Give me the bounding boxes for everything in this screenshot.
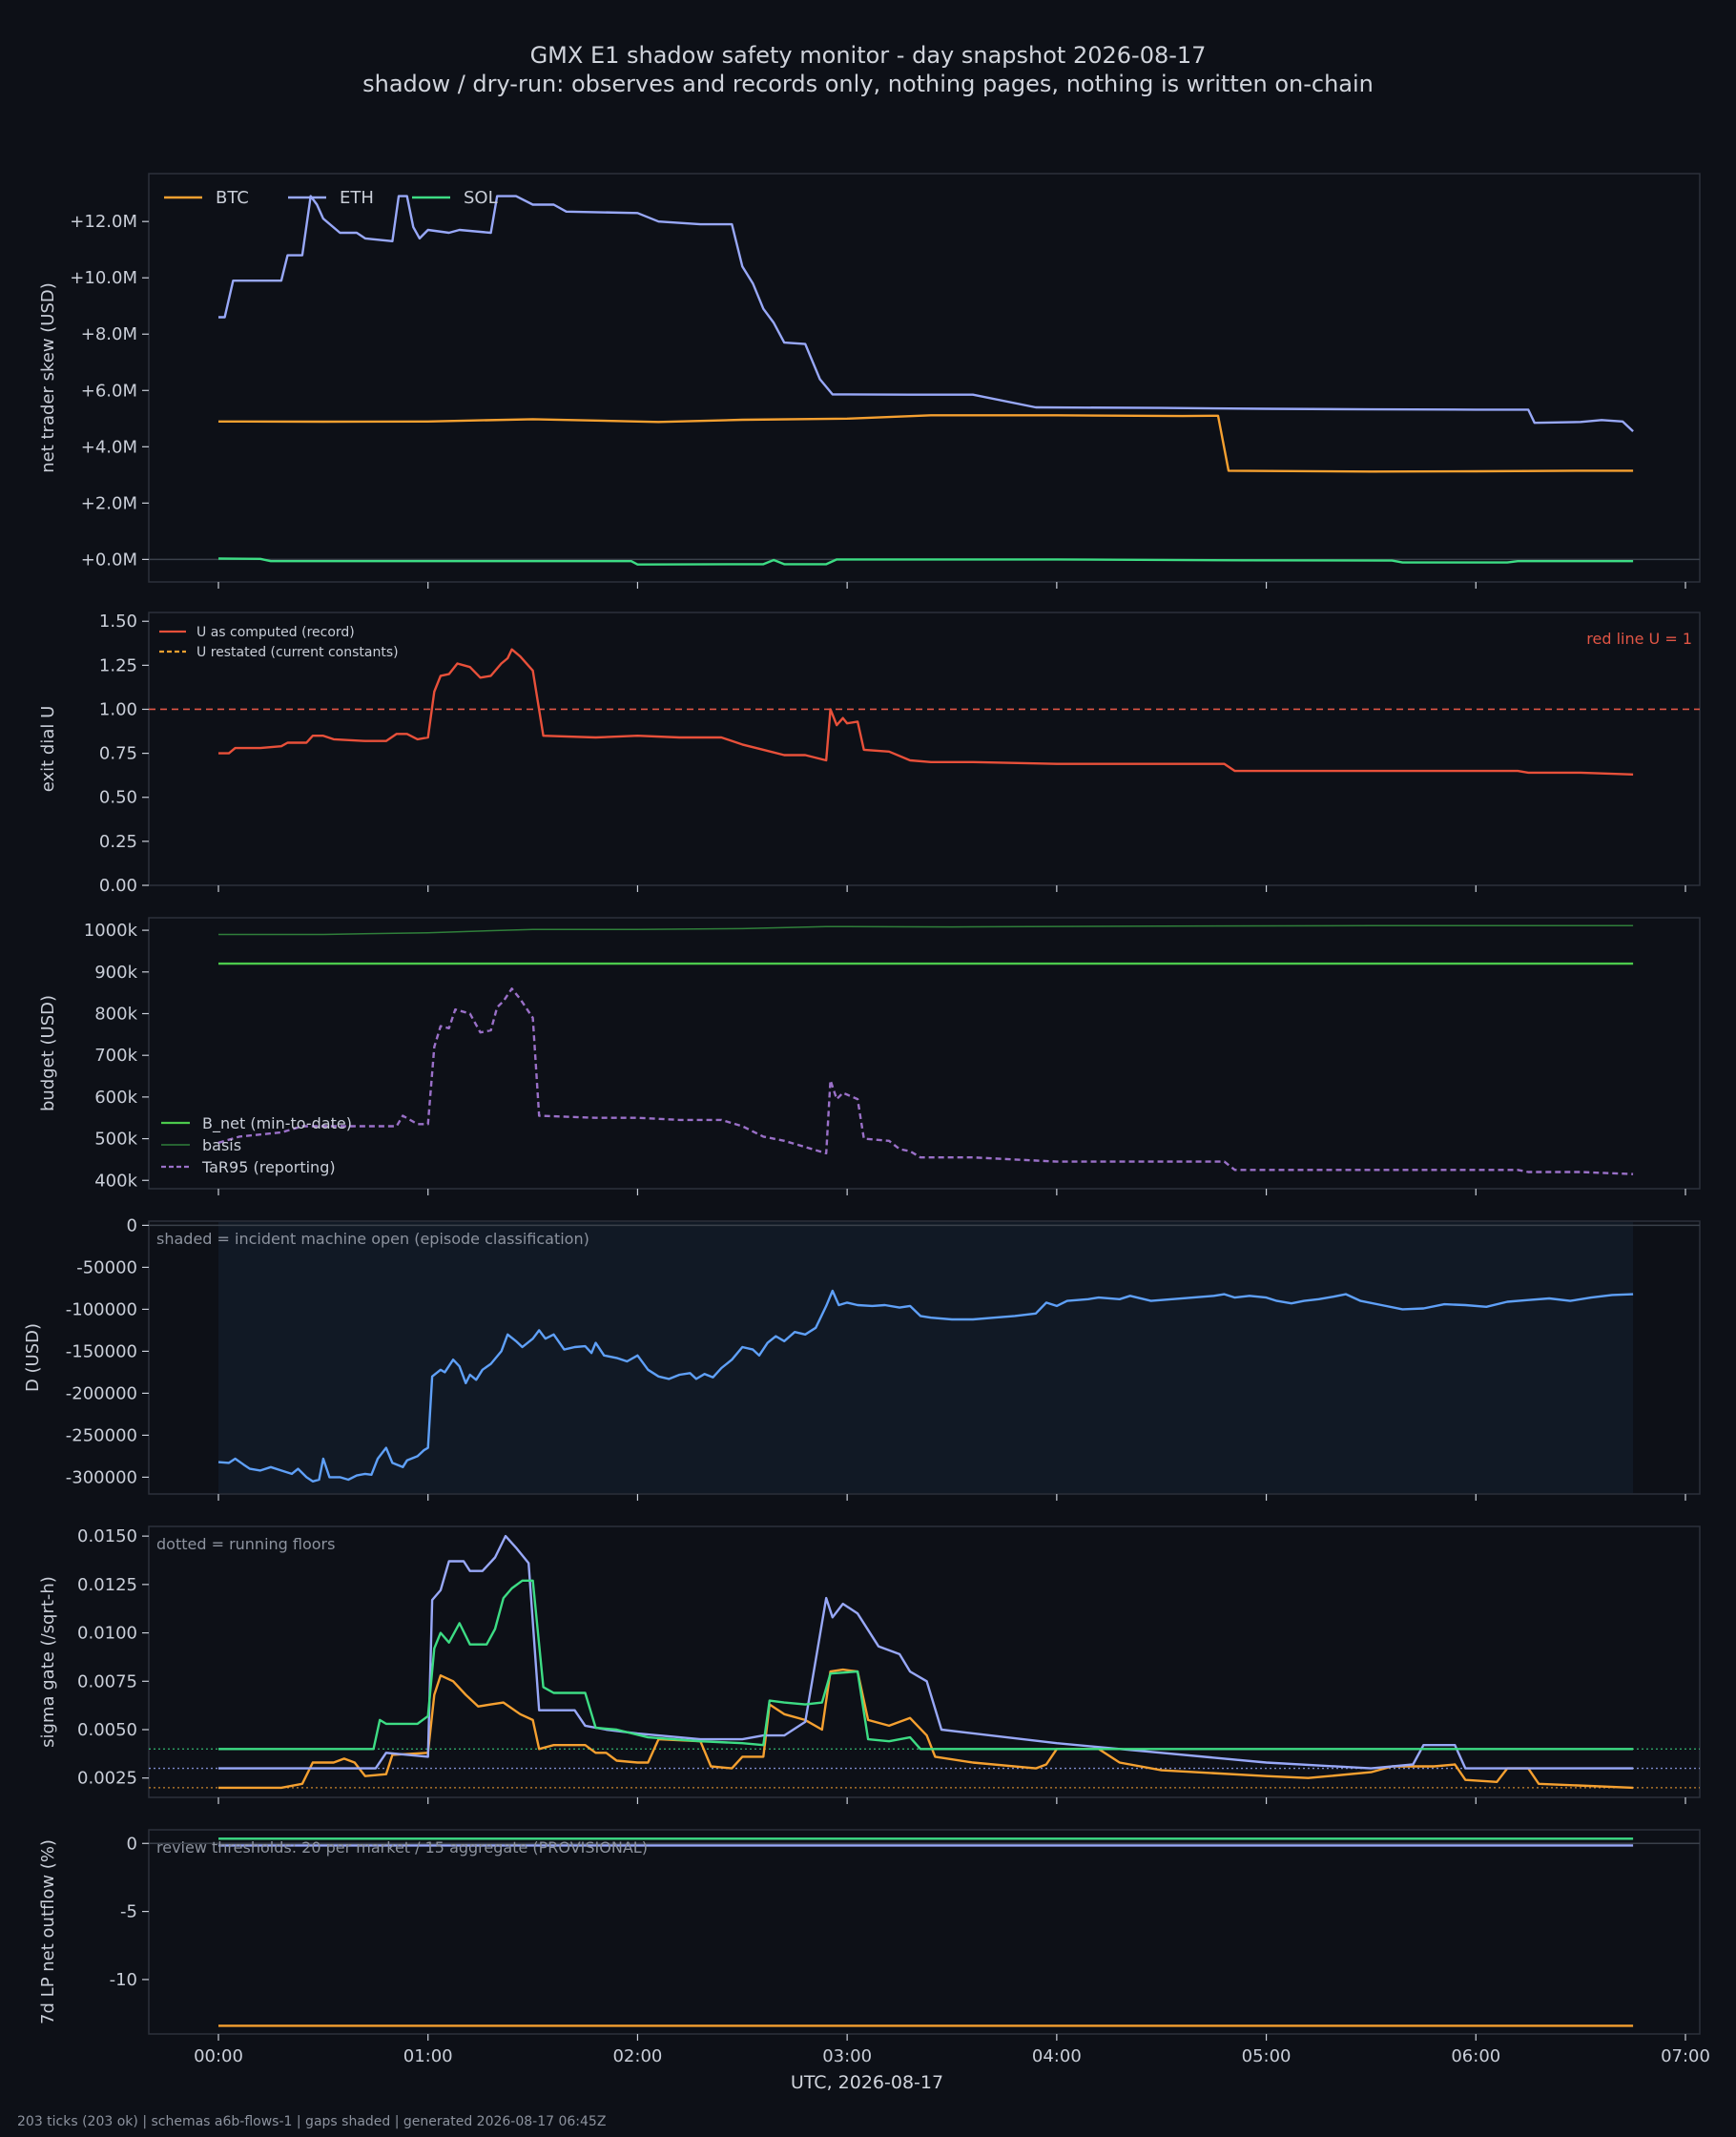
- footer-status: 203 ticks (203 ok) | schemas a6b-flows-1…: [17, 2114, 606, 2129]
- y-tick-label: 0.25: [99, 832, 137, 852]
- x-tick-label: 03:00: [822, 2046, 872, 2066]
- y-tick-label: -150000: [66, 1341, 137, 1361]
- y-tick-label: +6.0M: [81, 381, 137, 401]
- y-tick-label: -10: [110, 1970, 137, 1990]
- panel-6: -10 -5 0 00:00 01:00 02:00 03:00 04:00 05:00 06:0…: [38, 1829, 1710, 2066]
- y-tick-label: 1.25: [99, 655, 137, 675]
- y-tick-label: 0: [127, 1834, 137, 1854]
- y-tick-label: +2.0M: [81, 493, 137, 513]
- x-tick-label: 07:00: [1661, 2046, 1710, 2066]
- panel-1: +0.0M +2.0M +4.0M +6.0M +8.0M +10.0M +12.0M net…: [38, 173, 1701, 589]
- x-tick-label: 05:00: [1242, 2046, 1292, 2066]
- y-tick-label: -50000: [76, 1257, 137, 1277]
- y-tick-label: 0: [127, 1215, 137, 1235]
- legend-label: basis: [202, 1136, 241, 1154]
- series-line-eth: [218, 1534, 1634, 1770]
- red-line-annotation: red line U = 1: [1586, 630, 1692, 648]
- series-line-u-as-computed-record: [218, 648, 1634, 776]
- y-tick-label: 800k: [94, 1004, 137, 1024]
- panel-frame: [148, 1829, 1701, 2035]
- chart-title-line2: shadow / dry-run: observes and records o…: [362, 71, 1374, 97]
- x-tick-label: 06:00: [1451, 2046, 1500, 2066]
- panel-5: 0.0025 0.0050 0.0075 0.0100 0.0125 0.0150 sigm…: [38, 1525, 1701, 1804]
- legend-label: ETH: [340, 188, 374, 208]
- x-tick-label: 04:00: [1032, 2046, 1082, 2066]
- y-tick-label: 1000k: [84, 921, 138, 941]
- y-axis-label: net trader skew (USD): [38, 282, 58, 473]
- y-tick-label: 0.75: [99, 744, 137, 764]
- y-tick-label: 0.0025: [77, 1769, 137, 1789]
- legend-label: U restated (current constants): [196, 645, 399, 660]
- y-tick-label: 0.00: [99, 876, 137, 896]
- legend-label: BTC: [216, 188, 249, 208]
- chart-title-line1: GMX E1 shadow safety monitor - day snaps…: [530, 42, 1207, 69]
- y-tick-label: 0.0150: [77, 1526, 137, 1546]
- y-tick-label: 1.00: [99, 699, 137, 719]
- y-tick-label: +0.0M: [81, 550, 137, 570]
- y-tick-label: 400k: [94, 1171, 137, 1191]
- y-tick-label: -250000: [66, 1425, 137, 1445]
- y-tick-label: 0.0100: [77, 1624, 137, 1644]
- y-tick-label: 1.50: [99, 612, 137, 632]
- panel-4: -300000 -250000 -200000 -150000 -100000 -5000…: [23, 1215, 1701, 1501]
- y-tick-label: 0.50: [99, 788, 137, 808]
- legend-label: U as computed (record): [196, 625, 355, 640]
- x-tick-label: 01:00: [403, 2046, 453, 2066]
- panel-annotation: review thresholds: 20 per market / 15 ag…: [156, 1838, 648, 1857]
- y-tick-label: -200000: [66, 1383, 137, 1403]
- panel-annotation: dotted = running floors: [156, 1535, 335, 1553]
- series-line-basis: [218, 924, 1634, 936]
- series-line-d: [217, 1289, 1634, 1483]
- y-axis-label: sigma gate (/sqrt-h): [38, 1576, 58, 1748]
- panels: +0.0M +2.0M +4.0M +6.0M +8.0M +10.0M +12.0M net…: [23, 173, 1710, 2066]
- x-axis-label: UTC, 2026-08-17: [791, 2072, 943, 2093]
- y-axis-label: 7d LP net outflow (%): [38, 1839, 58, 2024]
- series-line-btc: [218, 1668, 1634, 1790]
- legend-label: B_net (min-to-date): [202, 1114, 352, 1133]
- series-line-sol: [218, 1579, 1634, 1751]
- panel-annotation: shaded = incident machine open (episode …: [156, 1230, 589, 1248]
- panel-3: 400k 500k 600k 700k 800k 900k 1000k budget (USD…: [38, 917, 1701, 1195]
- y-tick-label: 600k: [94, 1088, 137, 1108]
- x-tick-label: 00:00: [194, 2046, 243, 2066]
- y-tick-label: +10.0M: [70, 268, 137, 288]
- shaded-incident-region: [218, 1222, 1634, 1493]
- y-tick-label: 500k: [94, 1130, 137, 1150]
- y-tick-label: -5: [120, 1902, 137, 1922]
- y-tick-label: -100000: [66, 1299, 137, 1319]
- y-tick-label: 700k: [94, 1046, 137, 1066]
- panel-2: 0.00 0.25 0.50 0.75 1.00 1.25 1.50 exit dial U r…: [38, 612, 1701, 896]
- y-tick-label: +12.0M: [70, 212, 137, 232]
- legend-label: SOL: [464, 188, 498, 208]
- panel-frame: [148, 173, 1701, 583]
- series-line-btc: [217, 414, 1634, 473]
- y-axis-label: exit dial U: [38, 706, 58, 793]
- y-axis-label: budget (USD): [38, 995, 58, 1111]
- series-line-sol: [217, 557, 1634, 566]
- y-tick-label: +8.0M: [81, 324, 137, 344]
- y-tick-label: 0.0075: [77, 1671, 137, 1691]
- x-tick-label: 02:00: [612, 2046, 662, 2066]
- y-tick-label: -300000: [66, 1467, 137, 1487]
- legend-label: TaR95 (reporting): [201, 1158, 336, 1176]
- y-tick-label: 0.0125: [77, 1575, 137, 1595]
- y-tick-label: +4.0M: [81, 437, 137, 457]
- series-line-eth: [218, 195, 1634, 432]
- series-line-tar95-reporting: [217, 987, 1634, 1175]
- y-tick-label: 900k: [94, 963, 137, 983]
- y-tick-label: 0.0050: [77, 1720, 137, 1740]
- panel-frame: [148, 612, 1701, 886]
- panel-frame: [148, 1525, 1701, 1798]
- y-axis-label: D (USD): [23, 1323, 43, 1392]
- panel-frame: [148, 917, 1701, 1190]
